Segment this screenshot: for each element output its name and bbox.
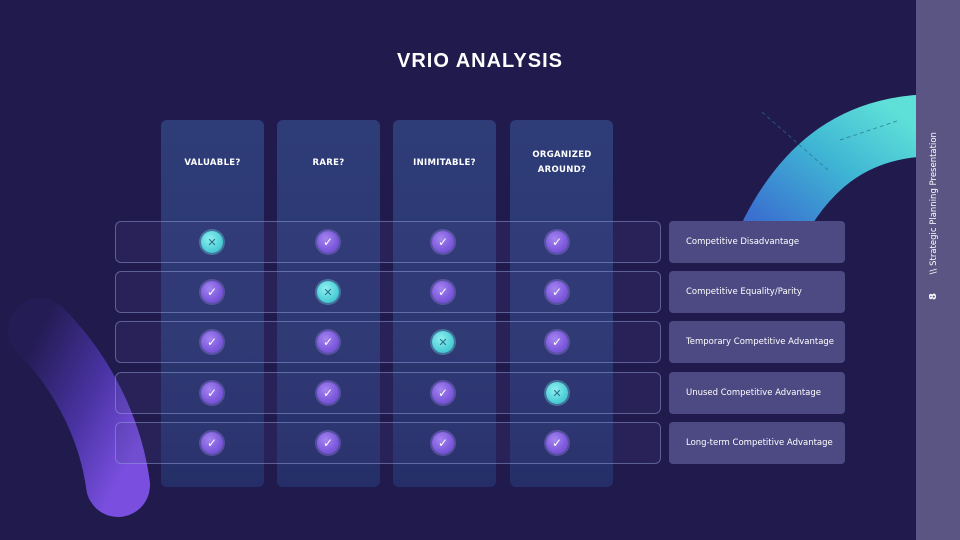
sidebar-caption: 8 \\ Strategic Planning Presentation [928,132,939,300]
column-panel-organized [510,120,613,487]
page-number: 8 [928,293,939,300]
result-text: Long-term Competitive Advantage [686,438,833,448]
slide-title: VRIO ANALYSIS [397,50,563,72]
check-icon: ✓ [432,231,454,253]
teal-swoosh-shape [741,95,947,263]
check-icon: ✓ [546,281,568,303]
purple-swoosh-shape [8,298,150,517]
check-icon: ✓ [317,432,339,454]
check-icon: ✓ [201,331,223,353]
column-panel-inimitable [393,120,496,487]
check-icon: ✓ [317,331,339,353]
result-label: Competitive Disadvantage [669,221,845,263]
table-row [115,221,661,263]
cross-icon: ✕ [201,231,223,253]
cross-icon: ✕ [432,331,454,353]
table-row [115,372,661,414]
result-label: Temporary Competitive Advantage [669,321,845,363]
check-icon: ✓ [317,382,339,404]
presentation-caption: \\ Strategic Planning Presentation [929,132,939,275]
table-row [115,271,661,313]
check-icon: ✓ [546,231,568,253]
check-icon: ✓ [317,231,339,253]
column-header-rare: RARE? [312,158,345,168]
result-label: Long-term Competitive Advantage [669,422,845,464]
check-icon: ✓ [201,281,223,303]
column-panel-valuable [161,120,264,487]
teal-swoosh-lines [761,111,901,171]
check-icon: ✓ [201,382,223,404]
cross-icon: ✕ [546,382,568,404]
check-icon: ✓ [546,331,568,353]
column-header-inimitable: INIMITABLE? [413,158,476,168]
table-row [115,422,661,464]
check-icon: ✓ [432,432,454,454]
check-icon: ✓ [432,382,454,404]
check-icon: ✓ [546,432,568,454]
result-text: Temporary Competitive Advantage [686,337,835,347]
right-sidebar [916,0,960,540]
cross-icon: ✕ [317,281,339,303]
result-text: Competitive Disadvantage [686,237,800,247]
result-text: Unused Competitive Advantage [686,388,821,398]
result-label: Competitive Equality/Parity [669,271,845,313]
table-row [115,321,661,363]
column-panel-rare [277,120,380,487]
result-label: Unused Competitive Advantage [669,372,845,414]
check-icon: ✓ [432,281,454,303]
result-text: Competitive Equality/Parity [686,287,802,297]
column-header-valuable: VALUABLE? [184,158,241,168]
column-header-organized: ORGANIZED AROUND? [532,150,592,175]
check-icon: ✓ [201,432,223,454]
